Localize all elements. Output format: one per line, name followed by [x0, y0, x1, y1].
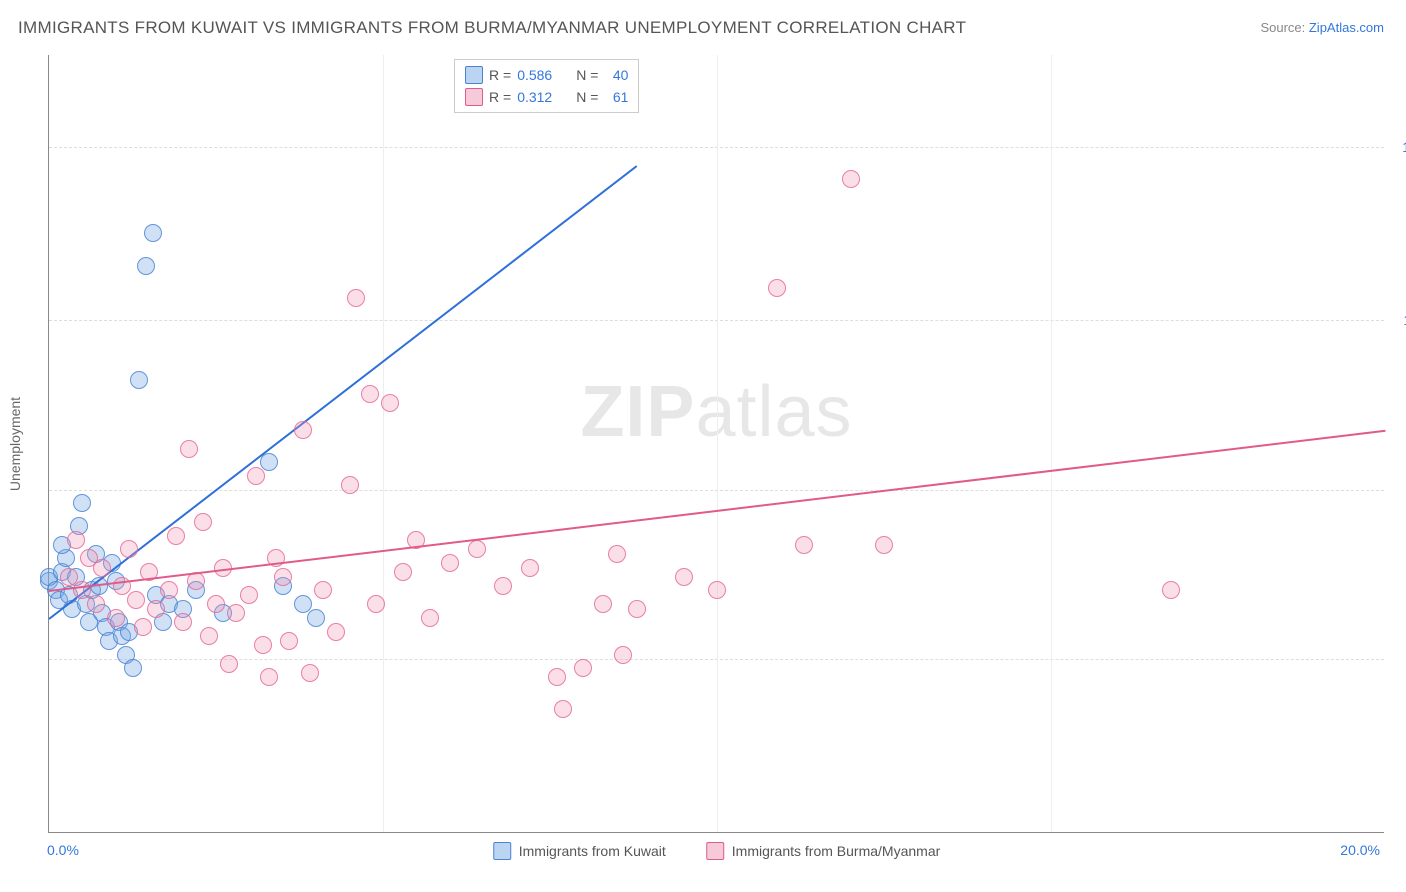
data-point	[200, 627, 218, 645]
data-point	[124, 659, 142, 677]
data-point	[240, 586, 258, 604]
data-point	[367, 595, 385, 613]
data-point	[167, 527, 185, 545]
watermark-bold: ZIP	[580, 372, 695, 452]
x-tick-min: 0.0%	[47, 842, 79, 858]
gridline-vertical	[383, 55, 384, 832]
data-point	[160, 581, 178, 599]
data-point	[361, 385, 379, 403]
data-point	[1162, 581, 1180, 599]
data-point	[327, 623, 345, 641]
legend-n-label: N =	[576, 64, 598, 86]
y-tick-label: 7.5%	[1392, 482, 1406, 498]
data-point	[301, 664, 319, 682]
series-legend: Immigrants from Kuwait Immigrants from Bu…	[493, 842, 941, 860]
legend-r-label: R =	[489, 64, 511, 86]
data-point	[294, 421, 312, 439]
data-point	[594, 595, 612, 613]
data-point	[441, 554, 459, 572]
data-point	[147, 600, 165, 618]
y-tick-label: 15.0%	[1392, 139, 1406, 155]
data-point	[220, 655, 238, 673]
data-point	[521, 559, 539, 577]
y-tick-label: 3.8%	[1392, 651, 1406, 667]
data-point	[608, 545, 626, 563]
series-legend-item: Immigrants from Burma/Myanmar	[706, 842, 940, 860]
source-link[interactable]: ZipAtlas.com	[1309, 20, 1384, 35]
data-point	[548, 668, 566, 686]
data-point	[574, 659, 592, 677]
y-tick-label: 11.2%	[1392, 312, 1406, 328]
data-point	[381, 394, 399, 412]
data-point	[87, 595, 105, 613]
data-point	[107, 609, 125, 627]
data-point	[260, 453, 278, 471]
data-point	[127, 591, 145, 609]
data-point	[307, 609, 325, 627]
data-point	[120, 540, 138, 558]
data-point	[628, 600, 646, 618]
legend-swatch	[493, 842, 511, 860]
correlation-legend: R = 0.586 N = 40 R = 0.312 N = 61	[454, 59, 639, 113]
data-point	[314, 581, 332, 599]
legend-r-value: 0.312	[517, 86, 552, 108]
data-point	[194, 513, 212, 531]
legend-r-label: R =	[489, 86, 511, 108]
legend-n-label: N =	[576, 86, 598, 108]
data-point	[260, 668, 278, 686]
data-point	[768, 279, 786, 297]
data-point	[180, 440, 198, 458]
data-point	[875, 536, 893, 554]
watermark-light: atlas	[695, 372, 852, 452]
series-name: Immigrants from Burma/Myanmar	[732, 843, 940, 859]
legend-row: R = 0.312 N = 61	[465, 86, 628, 108]
x-tick-max: 20.0%	[1340, 842, 1380, 858]
data-point	[80, 549, 98, 567]
data-point	[254, 636, 272, 654]
data-point	[614, 646, 632, 664]
legend-swatch	[706, 842, 724, 860]
data-point	[144, 224, 162, 242]
data-point	[130, 371, 148, 389]
data-point	[137, 257, 155, 275]
data-point	[394, 563, 412, 581]
legend-swatch	[465, 66, 483, 84]
data-point	[795, 536, 813, 554]
legend-swatch	[465, 88, 483, 106]
gridline-vertical	[1051, 55, 1052, 832]
data-point	[280, 632, 298, 650]
plot-area: Unemployment ZIPatlas R =0.586N =40R =0.…	[48, 55, 1384, 833]
data-point	[73, 494, 91, 512]
gridline-vertical	[717, 55, 718, 832]
data-point	[247, 467, 265, 485]
data-point	[227, 604, 245, 622]
data-point	[207, 595, 225, 613]
data-point	[341, 476, 359, 494]
series-legend-item: Immigrants from Kuwait	[493, 842, 666, 860]
data-point	[347, 289, 365, 307]
y-axis-label: Unemployment	[7, 396, 23, 490]
data-point	[274, 568, 292, 586]
legend-n-value: 40	[604, 64, 628, 86]
data-point	[421, 609, 439, 627]
series-name: Immigrants from Kuwait	[519, 843, 666, 859]
source-attribution: Source: ZipAtlas.com	[1260, 20, 1384, 35]
data-point	[554, 700, 572, 718]
legend-n-value: 61	[604, 86, 628, 108]
data-point	[468, 540, 486, 558]
data-point	[494, 577, 512, 595]
data-point	[134, 618, 152, 636]
source-label: Source:	[1260, 20, 1308, 35]
data-point	[842, 170, 860, 188]
data-point	[675, 568, 693, 586]
data-point	[67, 531, 85, 549]
legend-r-value: 0.586	[517, 64, 552, 86]
legend-row: R = 0.586 N = 40	[465, 64, 628, 86]
data-point	[174, 613, 192, 631]
chart-title: IMMIGRANTS FROM KUWAIT VS IMMIGRANTS FRO…	[18, 18, 966, 38]
data-point	[708, 581, 726, 599]
